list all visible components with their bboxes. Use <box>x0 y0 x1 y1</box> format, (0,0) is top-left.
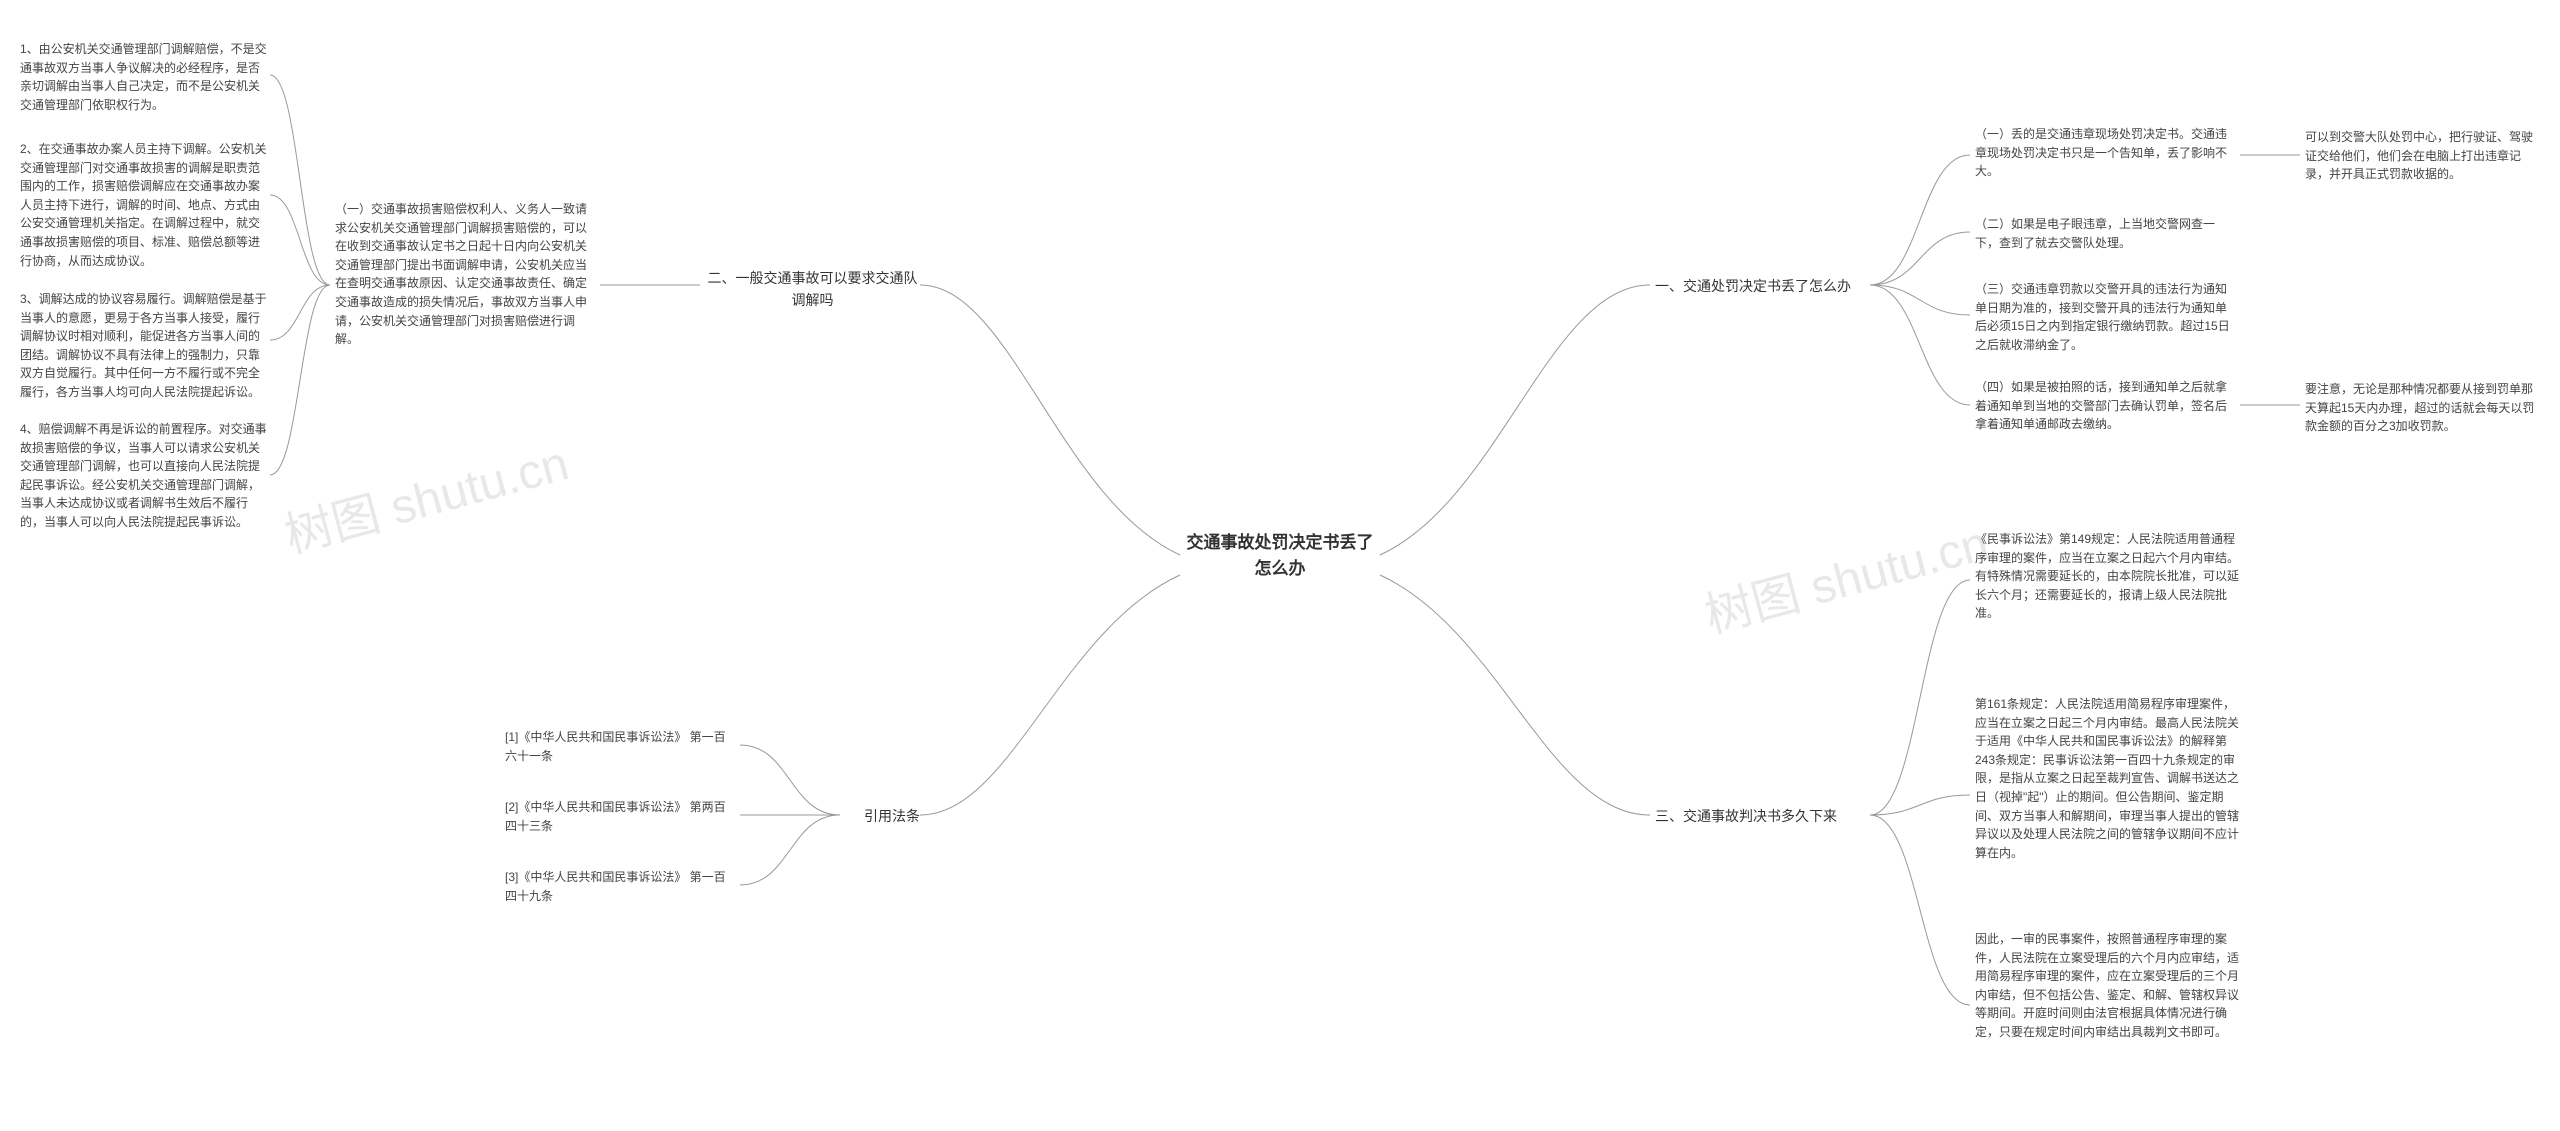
leaf-r1-4: （四）如果是被拍照的话，接到通知单之后就拿着通知单到当地的交警部门去确认罚单，签… <box>1975 378 2235 434</box>
leaf-r1-2: （二）如果是电子眼违章，上当地交警网查一下，查到了就去交警队处理。 <box>1975 215 2235 252</box>
leaf-l4-3: [3]《中华人民共和国民事诉讼法》 第一百四十九条 <box>505 868 735 905</box>
leaf-l2-4: 4、赔偿调解不再是诉讼的前置程序。对交通事故损害赔偿的争议，当事人可以请求公安机… <box>20 420 270 532</box>
watermark: 树图 shutu.cn <box>276 424 575 567</box>
leaf-r1-3: （三）交通违章罚款以交警开具的违法行为通知单日期为准的，接到交警开具的违法行为通… <box>1975 280 2235 354</box>
root-title-line1: 交通事故处罚决定书丢了 <box>1187 533 1374 552</box>
leaf-l2-2: 2、在交通事故办案人员主持下调解。公安机关交通管理部门对交通事故损害的调解是职责… <box>20 140 270 270</box>
branch-left-2: 二、一般交通事故可以要求交通队 调解吗 <box>705 268 920 311</box>
root-title-line2: 怎么办 <box>1255 559 1306 578</box>
watermark: 树图 shutu.cn <box>1696 504 1995 647</box>
leaf-r3-1: 《民事诉讼法》第149规定：人民法院适用普通程序审理的案件，应当在立案之日起六个… <box>1975 530 2240 623</box>
branch-left-4: 引用法条 <box>850 806 920 828</box>
leaf-l2-sub: （一）交通事故损害赔偿权利人、义务人一致请求公安机关交通管理部门调解损害赔偿的，… <box>335 200 595 349</box>
leaf-l2-3: 3、调解达成的协议容易履行。调解赔偿是基于当事人的意愿，更易于各方当事人接受，履… <box>20 290 270 402</box>
leaf-r1-4-extra: 要注意，无论是那种情况都要从接到罚单那天算起15天内办理，超过的话就会每天以罚款… <box>2305 380 2540 436</box>
leaf-r3-3: 因此，一审的民事案件，按照普通程序审理的案件，人民法院在立案受理后的六个月内应审… <box>1975 930 2240 1042</box>
leaf-l4-1: [1]《中华人民共和国民事诉讼法》 第一百六十一条 <box>505 728 735 765</box>
leaf-r3-2: 第161条规定：人民法院适用简易程序审理案件，应当在立案之日起三个月内审结。最高… <box>1975 695 2240 862</box>
leaf-r1-1: （一）丢的是交通违章现场处罚决定书。交通违章现场处罚决定书只是一个告知单，丢了影… <box>1975 125 2235 181</box>
leaf-r1-1-extra: 可以到交警大队处罚中心，把行驶证、驾驶证交给他们，他们会在电脑上打出违章记录，并… <box>2305 128 2540 184</box>
branch-left-2-line1: 二、一般交通事故可以要求交通队 <box>708 270 918 286</box>
branch-right-1: 一、交通处罚决定书丢了怎么办 <box>1655 276 1865 298</box>
branch-left-2-line2: 调解吗 <box>792 292 834 308</box>
leaf-l4-2: [2]《中华人民共和国民事诉讼法》 第两百四十三条 <box>505 798 735 835</box>
branch-right-3: 三、交通事故判决书多久下来 <box>1655 806 1865 828</box>
leaf-l2-1: 1、由公安机关交通管理部门调解赔偿，不是交通事故双方当事人争议解决的必经程序，是… <box>20 40 270 114</box>
root-node: 交通事故处罚决定书丢了 怎么办 <box>1180 530 1380 581</box>
